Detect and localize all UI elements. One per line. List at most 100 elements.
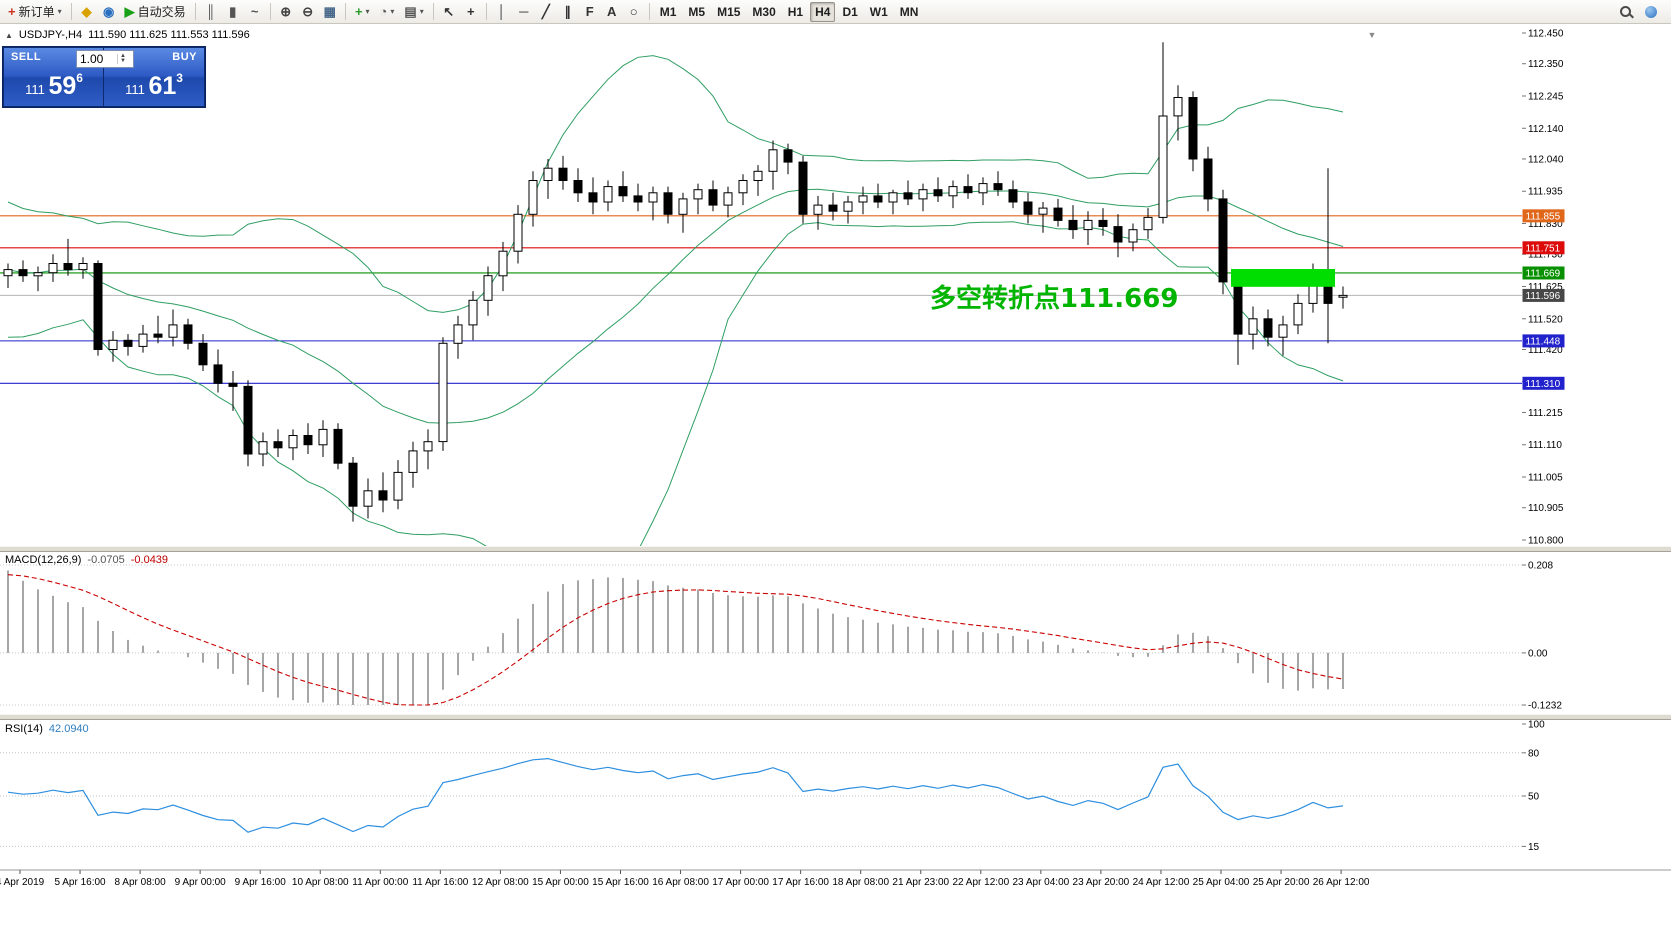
time-tick-label: 18 Apr 08:00 [832, 877, 889, 888]
time-tick-label: 26 Apr 12:00 [1313, 877, 1370, 888]
horizontal-line-icon: ─ [519, 4, 529, 19]
price-tag-label: 111.596 [1526, 291, 1561, 302]
chart-shift-marker-icon[interactable]: ▼ [1368, 30, 1377, 40]
spin-up-icon[interactable]: ▲ [120, 53, 126, 59]
time-tick-label: 15 Apr 00:00 [532, 877, 589, 888]
line-chart-button[interactable]: ~ [245, 2, 265, 22]
bar-chart-button[interactable]: ║ [201, 2, 221, 22]
candle-bear [903, 192, 913, 200]
timeframe-h1-button[interactable]: H1 [783, 2, 808, 22]
templates-button[interactable]: ▤ ▾ [400, 2, 427, 22]
price-tag [1522, 288, 1565, 302]
candle-bull [648, 192, 658, 203]
macd-tick-label: -0.1232 [1528, 701, 1562, 712]
candle-bull [318, 428, 328, 446]
bollinger-upper-line [7, 55, 1344, 313]
crosshair-button[interactable]: + [461, 2, 481, 22]
annotation-text[interactable]: 多空转折点111.669 [930, 284, 1179, 314]
equidistant-channel-button[interactable]: ∥ [558, 2, 578, 22]
zoom-out-icon: ⊖ [302, 4, 314, 19]
timeframe-m5-button[interactable]: M5 [683, 2, 710, 22]
time-tick-label: 24 Apr 12:00 [1133, 877, 1190, 888]
candle-bear [1233, 281, 1243, 335]
market-watch-button[interactable]: ◉ [99, 2, 119, 22]
trendline-button[interactable]: ╱ [536, 2, 556, 22]
timeframe-mn-label: MN [899, 4, 919, 19]
dropdown-caret-icon: ▾ [390, 7, 395, 16]
vertical-line-icon: │ [497, 4, 506, 19]
zoom-in-button[interactable]: ⊕ [276, 2, 296, 22]
time-tick-label: 23 Apr 20:00 [1073, 877, 1130, 888]
horizontal-line-button[interactable]: ─ [514, 2, 534, 22]
candle-bull [1338, 294, 1348, 298]
text-button[interactable]: A [602, 2, 622, 22]
toolbar-separator [269, 3, 271, 20]
panel-separator[interactable] [0, 546, 1671, 552]
timeframe-m5-label: M5 [688, 4, 706, 19]
candle-bull [1278, 324, 1288, 338]
crosshair-icon: + [466, 4, 475, 19]
candle-bear [1023, 201, 1033, 215]
candle-bear [618, 186, 628, 197]
profiles-button[interactable]: ◆ [77, 2, 97, 22]
autotrading-button[interactable]: ▶ 自动交易 [121, 2, 190, 22]
search-button[interactable] [1615, 2, 1637, 22]
new-order-button[interactable]: + 新订单 ▾ [4, 2, 66, 22]
profiles-icon: ◆ [81, 4, 92, 19]
timeframe-mn-button[interactable]: MN [895, 2, 924, 22]
price-tick-label: 110.905 [1528, 503, 1564, 514]
candle-bear [1263, 318, 1273, 338]
fibonacci-icon: F [585, 4, 594, 19]
candle-bull [33, 272, 43, 277]
candle-bear [633, 195, 643, 203]
toolbar-separator [344, 3, 346, 20]
price-tick-label: 111.215 [1528, 408, 1563, 419]
shapes-button[interactable]: ○ [624, 2, 644, 22]
candle-bear [993, 183, 1003, 191]
candle-bull [498, 250, 508, 277]
community-button[interactable] [1641, 2, 1661, 22]
candle-bear [1068, 219, 1078, 231]
candle-bull [363, 490, 373, 507]
price-tick-label: 112.140 [1528, 124, 1564, 135]
timeframe-h4-button[interactable]: H4 [810, 1, 836, 22]
chart-canvas[interactable]: ▼ 112.450 112.350 112.245 112.140 112.040 111.… [0, 24, 1671, 946]
vertical-line-button[interactable]: │ [492, 2, 512, 22]
price-panel [0, 42, 1522, 546]
candle-bear [963, 186, 973, 194]
periods-button[interactable]: ◔ ▾ [376, 2, 399, 22]
candle-bull [1248, 318, 1258, 335]
timeframe-m15-button[interactable]: M15 [712, 2, 745, 22]
buy-label: BUY [172, 51, 197, 63]
timeframe-d1-button[interactable]: D1 [837, 2, 862, 22]
spin-down-icon[interactable]: ▼ [120, 58, 126, 64]
candle-bull [678, 198, 688, 215]
timeframe-m1-button[interactable]: M1 [655, 2, 682, 22]
timeframe-w1-button[interactable]: W1 [865, 2, 893, 22]
timeframe-m30-button[interactable]: M30 [747, 2, 780, 22]
fibonacci-button[interactable]: F [580, 2, 600, 22]
time-tick-label: 21 Apr 23:00 [892, 877, 949, 888]
volume-input[interactable] [77, 52, 117, 66]
panel-separator[interactable] [0, 714, 1671, 720]
macd-indicator-label: MACD(12,26,9) -0.0705 -0.0439 [5, 554, 168, 566]
cursor-button[interactable]: ↖ [439, 2, 459, 22]
candle-bear [333, 428, 343, 464]
zoom-out-button[interactable]: ⊖ [298, 2, 318, 22]
time-tick-label: 23 Apr 04:00 [1012, 877, 1069, 888]
candle-bear [183, 324, 193, 344]
cursor-icon: ↖ [443, 4, 455, 19]
time-tick-label: 22 Apr 12:00 [952, 877, 1009, 888]
candlestick-chart-button[interactable]: ▮ [223, 2, 243, 22]
chart-background [0, 24, 1671, 946]
tile-windows-button[interactable]: ▦ [320, 2, 340, 22]
volume-spinner[interactable]: ▲ ▼ [117, 53, 128, 64]
price-tick-label: 111.110 [1528, 440, 1562, 451]
collapse-arrow-icon[interactable]: ▲ [5, 30, 13, 40]
search-icon [1619, 5, 1633, 19]
highlight-zone-rect[interactable] [1231, 269, 1335, 287]
dropdown-caret-icon: ▾ [365, 7, 370, 16]
candle-bull [1293, 302, 1303, 326]
candle-bull [888, 192, 898, 203]
indicators-button[interactable]: + ▾ [351, 2, 374, 22]
